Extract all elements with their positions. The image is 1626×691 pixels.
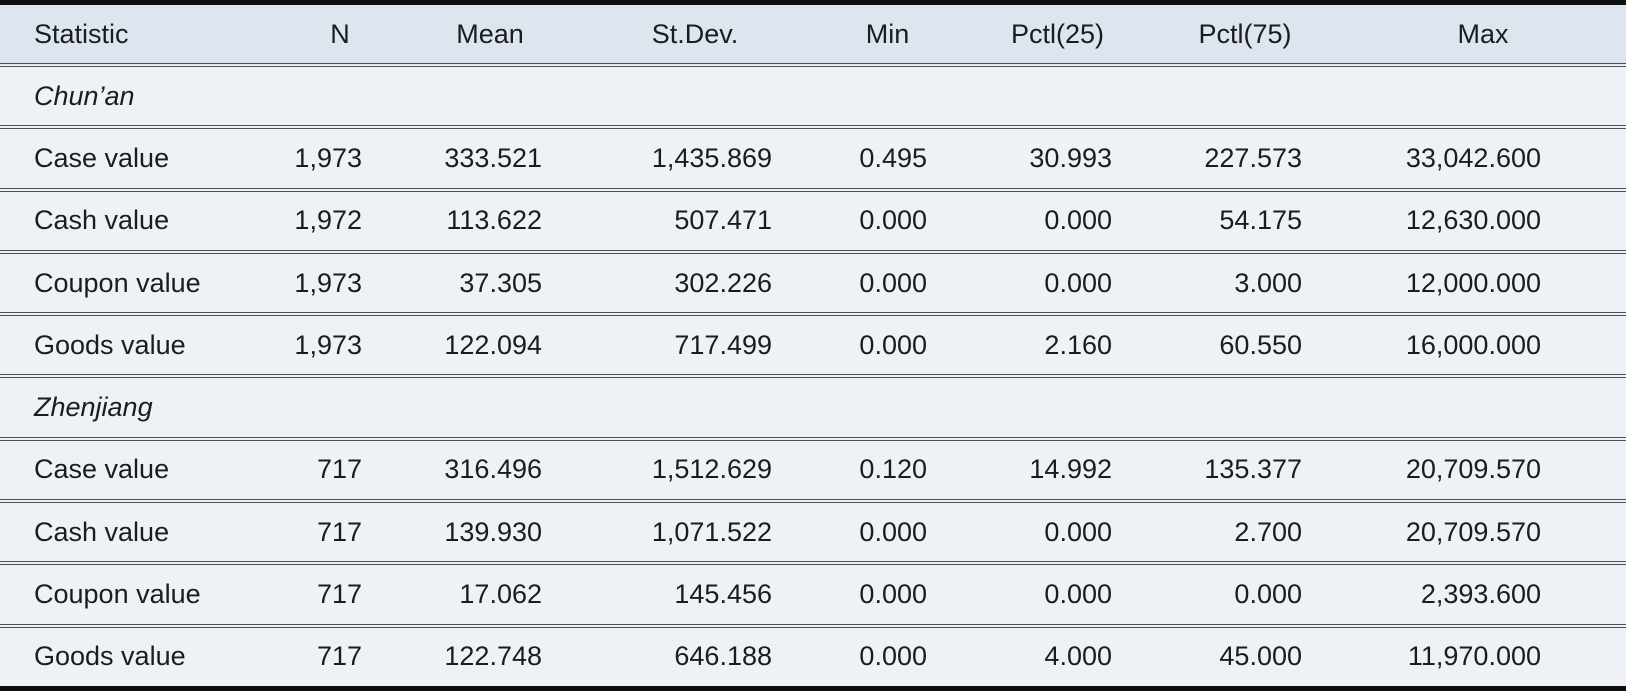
cell-mean: 122.094 [444,329,542,360]
cell-min: 0.120 [859,454,927,485]
cell-min: 0.000 [859,579,927,610]
table-row: Coupon value 1,973 37.305 302.226 0.000 … [0,251,1626,315]
cell-pctl25: 14.992 [1029,454,1112,485]
section-label: Zhenjiang [34,392,153,423]
col-header-max: Max [1457,18,1509,49]
row-label: Case value [34,142,170,173]
table-row: Goods value 717 122.748 646.188 0.000 4.… [0,625,1626,689]
cell-pctl75: 0.000 [1234,579,1302,610]
cell-n: 1,972 [294,205,362,236]
col-header-min: Min [865,18,910,49]
section-row-zhenjiang: Zhenjiang [0,376,1626,439]
cell-max: 2,393.600 [1420,579,1541,610]
cell-pctl75: 3.000 [1234,267,1302,298]
row-label: Coupon value [34,267,201,298]
row-label: Goods value [34,329,186,360]
table-row: Coupon value 717 17.062 145.456 0.000 0.… [0,563,1626,626]
cell-stdev: 507.471 [674,205,772,236]
cell-n: 717 [316,516,362,547]
col-header-stdev: St.Dev. [651,18,739,49]
cell-pctl75: 45.000 [1219,641,1302,672]
cell-pctl75: 227.573 [1204,142,1302,173]
cell-pctl25: 0.000 [1044,205,1112,236]
row-label: Coupon value [34,579,201,610]
cell-min: 0.000 [859,516,927,547]
table-row: Cash value 1,972 113.622 507.471 0.000 0… [0,189,1626,252]
cell-mean: 139.930 [444,516,542,547]
cell-stdev: 1,071.522 [651,516,772,547]
cell-min: 0.000 [859,267,927,298]
cell-max: 12,630.000 [1405,205,1541,236]
cell-max: 20,709.570 [1405,454,1541,485]
cell-pctl75: 54.175 [1219,205,1302,236]
header-row: Statistic N Mean St.Dev. Min Pctl(25) Pc… [0,2,1626,65]
cell-pctl75: 60.550 [1219,329,1302,360]
cell-pctl25: 2.160 [1044,329,1112,360]
cell-min: 0.000 [859,641,927,672]
table-row: Goods value 1,973 122.094 717.499 0.000 … [0,314,1626,377]
table-row: Case value 1,973 333.521 1,435.869 0.495… [0,127,1626,190]
cell-n: 1,973 [294,267,362,298]
cell-pctl25: 0.000 [1044,516,1112,547]
cell-min: 0.000 [859,205,927,236]
row-label: Goods value [34,641,186,672]
cell-pctl75: 135.377 [1204,454,1302,485]
cell-n: 1,973 [294,142,362,173]
cell-mean: 316.496 [444,454,542,485]
cell-max: 33,042.600 [1405,142,1541,173]
cell-n: 717 [316,454,362,485]
col-header-mean: Mean [456,18,524,49]
cell-max: 20,709.570 [1405,516,1541,547]
cell-stdev: 302.226 [674,267,772,298]
col-header-statistic: Statistic [34,18,129,49]
cell-n: 717 [316,641,362,672]
section-row-chunan: Chun’an [0,65,1626,128]
row-label: Case value [34,454,170,485]
row-label: Cash value [34,516,170,547]
cell-max: 16,000.000 [1405,329,1541,360]
row-label: Cash value [34,205,170,236]
cell-stdev: 145.456 [674,579,772,610]
table-row: Case value 717 316.496 1,512.629 0.120 1… [0,438,1626,502]
cell-stdev: 646.188 [674,641,772,672]
cell-n: 1,973 [294,329,362,360]
section-label: Chun’an [34,80,135,111]
cell-pctl25: 30.993 [1029,142,1112,173]
cell-min: 0.000 [859,329,927,360]
cell-stdev: 1,435.869 [651,142,772,173]
cell-stdev: 1,512.629 [651,454,772,485]
cell-max: 11,970.000 [1407,641,1541,672]
col-header-pctl25: Pctl(25) [1010,18,1105,49]
col-header-n: N [330,18,350,49]
cell-stdev: 717.499 [674,329,772,360]
cell-pctl75: 2.700 [1234,516,1302,547]
cell-mean: 113.622 [446,205,542,236]
cell-mean: 122.748 [444,641,542,672]
cell-pctl25: 4.000 [1044,641,1112,672]
cell-n: 717 [316,579,362,610]
table-row: Cash value 717 139.930 1,071.522 0.000 0… [0,501,1626,564]
cell-max: 12,000.000 [1405,267,1541,298]
cell-pctl25: 0.000 [1044,579,1112,610]
cell-pctl25: 0.000 [1044,267,1112,298]
cell-mean: 17.062 [459,579,542,610]
cell-mean: 37.305 [459,267,542,298]
col-header-pctl75: Pctl(75) [1198,18,1292,49]
cell-mean: 333.521 [444,142,542,173]
cell-min: 0.495 [859,142,927,173]
